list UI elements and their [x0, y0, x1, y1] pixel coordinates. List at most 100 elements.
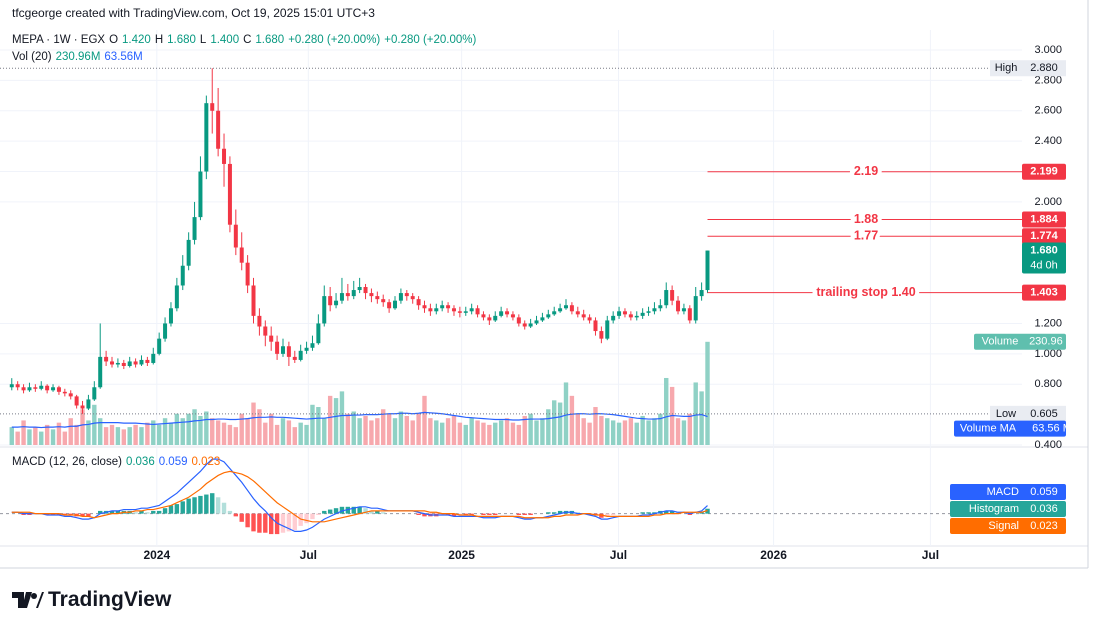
candle-body [605, 320, 610, 339]
volume-bar [410, 420, 415, 445]
volume-bar [369, 420, 374, 445]
legend-key: MACD (12, 26, close) [12, 456, 122, 468]
y-tick-label: 0.800 [1034, 378, 1062, 390]
legend-value: 63.56M [104, 51, 143, 63]
candle-body [422, 305, 427, 309]
macd-histogram-bar [487, 513, 492, 515]
volume-bar [593, 407, 598, 445]
legend-change: +0.280 (+20.00%) [384, 34, 477, 46]
volume-bar [634, 422, 639, 445]
macd-histogram-bar [286, 513, 292, 532]
volume-bar [416, 413, 421, 445]
volume-bar [162, 418, 168, 445]
candle-body [275, 341, 280, 354]
macd-histogram-bar [557, 510, 563, 514]
macd-histogram-bar [546, 512, 551, 514]
macd-histogram-bar [239, 513, 244, 522]
candle-body [434, 308, 439, 312]
volume-bar [27, 429, 32, 445]
candle-body [204, 103, 209, 172]
volume-tag [974, 333, 1066, 350]
macd-histogram-bar [204, 494, 209, 514]
candle-body [322, 296, 327, 324]
macd-histogram-bar [552, 512, 557, 514]
extreme-name: High [995, 62, 1018, 74]
volume-bar [44, 424, 50, 445]
macd-histogram-bar [516, 513, 522, 515]
candle-body [469, 308, 474, 312]
macd-histogram-bar [304, 513, 309, 524]
macd-histogram-bar [174, 504, 180, 514]
macd-histogram-bar [21, 513, 26, 515]
volume-bar [15, 431, 20, 445]
candle-body [546, 314, 551, 318]
symbol: MEPA · 1W · EGX [12, 34, 106, 46]
volume-bar [681, 420, 687, 445]
macd-tag [950, 484, 1066, 500]
macd-histogram-bar [162, 508, 168, 514]
volume-bar [286, 420, 292, 445]
volume-bar [221, 422, 227, 445]
candle-body [499, 311, 504, 316]
volume-bar [133, 424, 138, 445]
candle-body [687, 308, 692, 321]
candle-body [145, 359, 150, 363]
candle-body [611, 315, 616, 321]
legend-value: 0.023 [191, 456, 221, 468]
candle-body [80, 405, 85, 409]
candle-body [328, 296, 333, 306]
volume-bar [422, 395, 427, 445]
volume-bar [445, 418, 451, 445]
macd-histogram-bar [610, 513, 616, 515]
candle-body [599, 331, 604, 339]
volume-bar [227, 424, 233, 445]
macd-histogram-bar [310, 513, 315, 520]
candle-body [174, 285, 179, 309]
candle-body [227, 163, 232, 225]
volume-bar [534, 420, 539, 445]
candle-body [104, 356, 109, 362]
countdown: 4d 0h [1030, 259, 1058, 271]
legend-value: 1.400 [210, 34, 240, 46]
volume-bar [127, 427, 132, 445]
volume-bar [68, 418, 73, 445]
volume-bar [204, 411, 209, 445]
volume-bar [174, 413, 180, 445]
candle-body [15, 384, 20, 388]
macd-histogram-bar [457, 513, 463, 515]
candle-body [62, 391, 67, 394]
macd-histogram-bar [646, 512, 651, 514]
volume-bar [109, 424, 115, 445]
volume-bar [622, 420, 628, 445]
macd-histogram-bar [68, 513, 73, 515]
macd-histogram-bar [322, 510, 327, 514]
legend-value: 230.96M [55, 51, 101, 63]
macd-histogram-bar [298, 513, 303, 526]
candle-body [564, 305, 569, 309]
macd-histogram-bar [593, 513, 598, 515]
candle-body [705, 250, 710, 291]
macd-histogram-bar [44, 513, 50, 515]
volume-bar [156, 424, 162, 445]
macd-histogram-bar [481, 513, 486, 515]
volume-bar [168, 422, 174, 445]
candle-body [110, 361, 115, 365]
candle-body [210, 103, 215, 111]
candle-body [168, 308, 173, 324]
candle-body [163, 323, 168, 339]
volume-bar [693, 382, 698, 445]
volume-bar [522, 415, 527, 445]
volume-bar [98, 418, 103, 445]
volume-bar [587, 422, 592, 445]
volume-bar [563, 382, 569, 445]
x-tick-label: 2025 [448, 548, 475, 562]
extreme-tag [1022, 405, 1066, 422]
volume-ma-tag [954, 420, 1066, 437]
macd-histogram-bar [469, 513, 474, 515]
y-tick-label: 2.600 [1034, 105, 1062, 117]
candle-body [286, 346, 291, 357]
volume-bar [50, 429, 56, 445]
macd-histogram-bar [180, 501, 185, 514]
volume-bar [652, 418, 657, 445]
